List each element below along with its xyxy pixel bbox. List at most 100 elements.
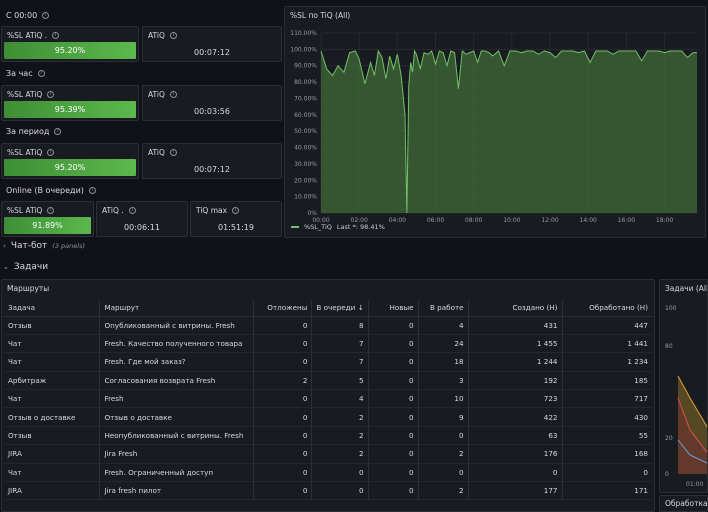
stat-period-atiq[interactable]: ATiQ i 00:07:12 [142,143,282,179]
table-cell: 176 [467,444,562,464]
chart-legend[interactable]: %SL_TiQ Last *: 98.41% [291,223,385,231]
info-icon[interactable]: i [47,207,55,214]
info-icon[interactable]: i [232,207,240,214]
row-tasks[interactable]: ⌄ Задачи [3,262,48,272]
table-cell: Fresh [99,389,254,409]
table-cell: 2 [311,407,369,427]
stat-value: 00:07:12 [194,165,230,174]
y-tick-label: 80.00% [294,79,317,86]
row-tasks-label: Задачи [13,262,49,272]
table-row[interactable]: Чат Fresh. Ограниченный доступ 0 0 0 0 0 0 [4,463,652,483]
info-icon[interactable]: i [169,32,177,39]
table-row[interactable]: JIRA Jira fresh пилот 0 0 0 2 177 171 [4,481,652,501]
info-icon[interactable]: i [169,91,177,98]
section-hour-text: За час [6,69,33,78]
table-cell: 1 234 [561,352,652,372]
table-cell: 177 [467,481,562,501]
timeseries-chart[interactable]: 0% 10.00% 20.00% 30.00% 40.00% 50.00% 60.00% 70… [285,7,705,237]
table-cell: 7 [311,352,369,372]
column-header[interactable]: Задача [4,300,100,317]
series-line [320,49,697,214]
stat-value-bar: 91.89% [4,217,91,234]
table-cell: 0 [367,444,419,464]
timeseries-panel[interactable]: %SL по TiQ (All) 0% 10.00% 20.00% 30.00% 40.… [284,6,706,238]
table-cell: 5 [311,371,369,391]
timeseries-title: %SL по TiQ (All) [290,11,351,20]
table-cell: 0 [367,407,419,427]
stat-period-sl[interactable]: %SL ATiQ i 95.20% [1,143,139,179]
row-chat-bot[interactable]: › Чат-бот (3 panels) [3,241,85,251]
table-cell: Отзыв о доставке [99,407,254,427]
y-tick-label: 30.00% [294,161,317,168]
y-tick-label: 100.00% [290,46,317,53]
info-icon[interactable]: i [169,149,177,156]
table-row[interactable]: Отзыв Неопубликованный с витрины. Fresh 0 2… [4,426,652,446]
x-tick-label: 06:00 [427,217,444,224]
section-today-text: С 00:00 [6,11,38,20]
table-row[interactable]: Арбитраж Согласования возврата Fresh 2 5 0 3 1… [4,371,652,391]
section-hour-label: За час i [6,69,45,78]
column-header[interactable]: Отложены [253,300,312,317]
table-cell: 10 [417,389,469,409]
x-tick-label: 10:00 [503,217,520,224]
column-header[interactable]: В очереди ↓ [311,300,369,317]
table-row[interactable]: Отзыв о доставке Отзыв о доставке 0 2 0 9 422 4… [4,407,652,427]
legend-series-name[interactable]: %SL_TiQ [304,223,332,231]
table-row[interactable]: Чат Fresh. Качество полученного товара 0 7 0… [4,334,652,354]
info-icon[interactable]: i [47,149,55,156]
table-cell: Отзыв о доставке [4,407,100,427]
routes-table-panel[interactable]: Маршруты Задача Маршрут Отложены В очереди … [1,279,655,512]
info-icon[interactable]: i [42,12,50,19]
stat-value: 00:07:12 [194,48,230,57]
table-cell: 0 [367,426,419,446]
table-row[interactable]: Чат Fresh 0 4 0 10 723 717 [4,389,652,409]
column-header[interactable]: Обработано (Н) [561,300,652,317]
table-title: Маршруты [7,284,50,293]
table-cell: 185 [561,371,652,391]
side-panel-title: Задачи (All) [665,284,708,293]
table-cell: 2 [253,371,312,391]
stat-online-tiq-max[interactable]: TiQ max i 01:51:19 [190,201,282,237]
table-cell: Отзыв [4,316,100,335]
table-cell: 0 [417,426,469,446]
table-cell: 0 [253,389,312,409]
table-row[interactable]: Чат Fresh. Где мой заказ? 0 7 0 18 1 244 1 234 [4,352,652,372]
info-icon[interactable]: i [52,32,60,39]
column-header[interactable]: Создано (Н) [467,300,562,317]
stat-online-atiq[interactable]: ATiQ . i 00:06:11 [96,201,188,237]
stat-hour-sl[interactable]: %SL ATiQ i 95.39% [1,85,139,121]
table-cell: 0 [253,463,312,483]
stat-value: 00:06:11 [124,223,160,232]
stat-title: ATiQ [148,90,165,99]
column-header[interactable]: В работе [417,300,469,317]
table-cell: 447 [561,316,652,335]
table-row[interactable]: JIRA Jira Fresh 0 2 0 2 176 168 [4,444,652,464]
table-row[interactable]: Отзыв Опубликованный с витрины. Fresh 0 8 0 4… [4,316,652,335]
section-period-text: За период [6,127,50,136]
chevron-right-icon: › [3,242,6,250]
y-tick-label: 80 [665,343,673,350]
x-tick-label: 16:00 [618,217,635,224]
info-icon[interactable]: i [54,128,62,135]
y-tick-label: 100 [665,305,677,312]
stat-value-bar: 95.39% [4,101,136,118]
processing-panel[interactable]: Обработка ч [659,495,708,512]
tasks-all-chart[interactable]: 100 80 20 0 01:00 [660,280,708,493]
table-cell: 0 [367,352,419,372]
column-header[interactable]: Новые [367,300,419,317]
stat-today-atiq[interactable]: ATiQ i 00:07:12 [142,26,282,62]
table-cell: 0 [367,334,419,354]
stat-hour-atiq[interactable]: ATiQ i 00:03:56 [142,85,282,121]
column-header[interactable]: Маршрут [99,300,254,317]
y-tick-label: 10.00% [294,194,317,201]
table-cell: 717 [561,389,652,409]
table-cell: 422 [467,407,562,427]
stat-today-sl[interactable]: %SL ATiQ . i 95.20% [1,26,139,62]
info-icon[interactable]: i [37,70,45,77]
stat-online-sl[interactable]: %SL ATiQ i 91.89% [1,201,94,237]
info-icon[interactable]: i [47,91,55,98]
table-cell: Jira Fresh [99,444,254,464]
info-icon[interactable]: i [88,187,96,194]
tasks-all-panel[interactable]: Задачи (All) 100 80 20 0 01:00 [659,279,708,493]
info-icon[interactable]: i [128,207,136,214]
